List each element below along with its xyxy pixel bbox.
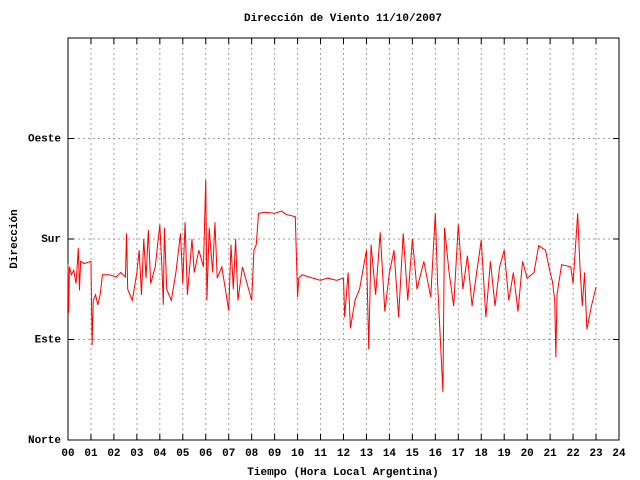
chart-title: Dirección de Viento 11/10/2007 xyxy=(244,13,442,25)
x-tick-label: 02 xyxy=(107,448,120,460)
x-tick-label: 06 xyxy=(199,448,212,460)
x-tick-label: 08 xyxy=(245,448,259,460)
y-tick-label: Norte xyxy=(28,435,61,447)
x-tick-label: 22 xyxy=(566,448,579,460)
x-tick-label: 15 xyxy=(406,448,420,460)
x-tick-label: 19 xyxy=(498,448,511,460)
plot-border xyxy=(67,37,620,441)
x-tick-label: 18 xyxy=(475,448,489,460)
x-axis-label: Tiempo (Hora Local Argentina) xyxy=(247,467,438,479)
y-tick-label: Este xyxy=(35,334,62,346)
x-tick-label: 24 xyxy=(612,448,626,460)
x-tick-label: 12 xyxy=(337,448,350,460)
x-tick-label: 21 xyxy=(544,448,558,460)
y-tick-label: Oeste xyxy=(28,133,61,145)
x-tick-label: 04 xyxy=(153,448,167,460)
x-tick-label: 09 xyxy=(268,448,281,460)
x-tick-label: 16 xyxy=(429,448,442,460)
x-tick-label: 20 xyxy=(521,448,534,460)
x-tick-label: 17 xyxy=(452,448,465,460)
x-tick-label: 05 xyxy=(176,448,190,460)
y-tick-label: Sur xyxy=(41,234,61,246)
x-tick-label: 14 xyxy=(383,448,397,460)
x-tick-label: 03 xyxy=(130,448,144,460)
x-tick-label: 01 xyxy=(84,448,98,460)
x-tick-label: 00 xyxy=(61,448,74,460)
x-tick-label: 10 xyxy=(291,448,304,460)
x-tick-label: 07 xyxy=(222,448,235,460)
data-line xyxy=(67,179,597,393)
x-tick-label: 23 xyxy=(589,448,603,460)
x-tick-label: 11 xyxy=(314,448,328,460)
y-axis-label: Dirección xyxy=(9,209,21,268)
x-tick-label: 13 xyxy=(360,448,374,460)
